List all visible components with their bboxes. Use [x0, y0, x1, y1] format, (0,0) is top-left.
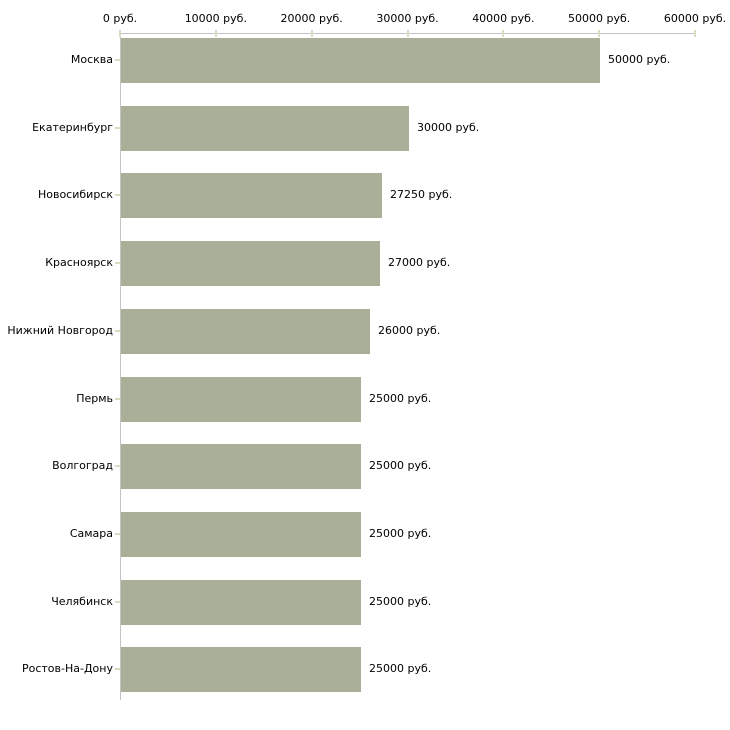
category-label: Самара [69, 527, 113, 541]
category-tick [115, 194, 120, 197]
category-label: Новосибирск [37, 188, 113, 202]
value-label: 26000 руб. [378, 323, 441, 337]
category-tick [115, 465, 120, 468]
x-axis-tick-label: 50000 руб. [568, 12, 631, 25]
category-label: Челябинск [51, 594, 113, 608]
bar [121, 105, 409, 151]
category-label: Нижний Новгород [7, 323, 113, 337]
category-tick [115, 59, 120, 61]
x-axis-tick [214, 30, 217, 37]
bar [121, 241, 380, 287]
x-axis-tick-label: 60000 руб. [663, 12, 727, 25]
bar [121, 173, 382, 219]
category-tick [115, 126, 120, 129]
value-label: 25000 руб. [369, 662, 432, 676]
category-tick [115, 600, 120, 603]
value-label: 25000 руб. [369, 594, 432, 608]
category-tick [115, 668, 120, 671]
x-axis-tick [310, 30, 313, 37]
value-label: 50000 руб. [608, 53, 671, 66]
bar [121, 308, 370, 354]
value-label: 30000 руб. [417, 120, 480, 134]
x-axis-tick-label: 40000 руб. [472, 12, 535, 25]
bar [121, 376, 361, 422]
category-tick [115, 533, 120, 536]
x-axis-tick [598, 30, 601, 37]
bar [121, 444, 361, 490]
value-label: 27250 руб. [390, 188, 453, 202]
bar [121, 38, 600, 83]
value-label: 27000 руб. [388, 256, 451, 270]
y-axis-line [120, 33, 121, 700]
category-tick [115, 397, 120, 400]
category-label: Москва [70, 53, 113, 66]
category-label: Екатеринбург [32, 120, 113, 134]
value-label: 25000 руб. [369, 459, 432, 473]
category-label: Волгоград [52, 459, 113, 473]
category-label: Красноярск [45, 256, 113, 270]
x-axis-tick [694, 30, 696, 37]
category-tick [115, 329, 120, 332]
bar [121, 579, 361, 625]
x-axis-tick-label: 30000 руб. [376, 12, 439, 25]
bar [121, 512, 361, 558]
x-axis-tick [502, 30, 505, 37]
value-label: 25000 руб. [369, 527, 432, 541]
category-label: Пермь [76, 391, 113, 405]
bar [121, 647, 361, 693]
category-tick [115, 262, 120, 265]
x-axis-tick-label: 20000 руб. [280, 12, 343, 25]
value-label: 25000 руб. [369, 391, 432, 405]
x-axis-tick [119, 30, 121, 37]
x-axis-tick-label: 0 руб. [102, 12, 138, 25]
x-axis-tick-label: 10000 руб. [184, 12, 247, 25]
x-axis-tick [406, 30, 409, 37]
category-label: Ростов-На-Дону [21, 662, 113, 676]
